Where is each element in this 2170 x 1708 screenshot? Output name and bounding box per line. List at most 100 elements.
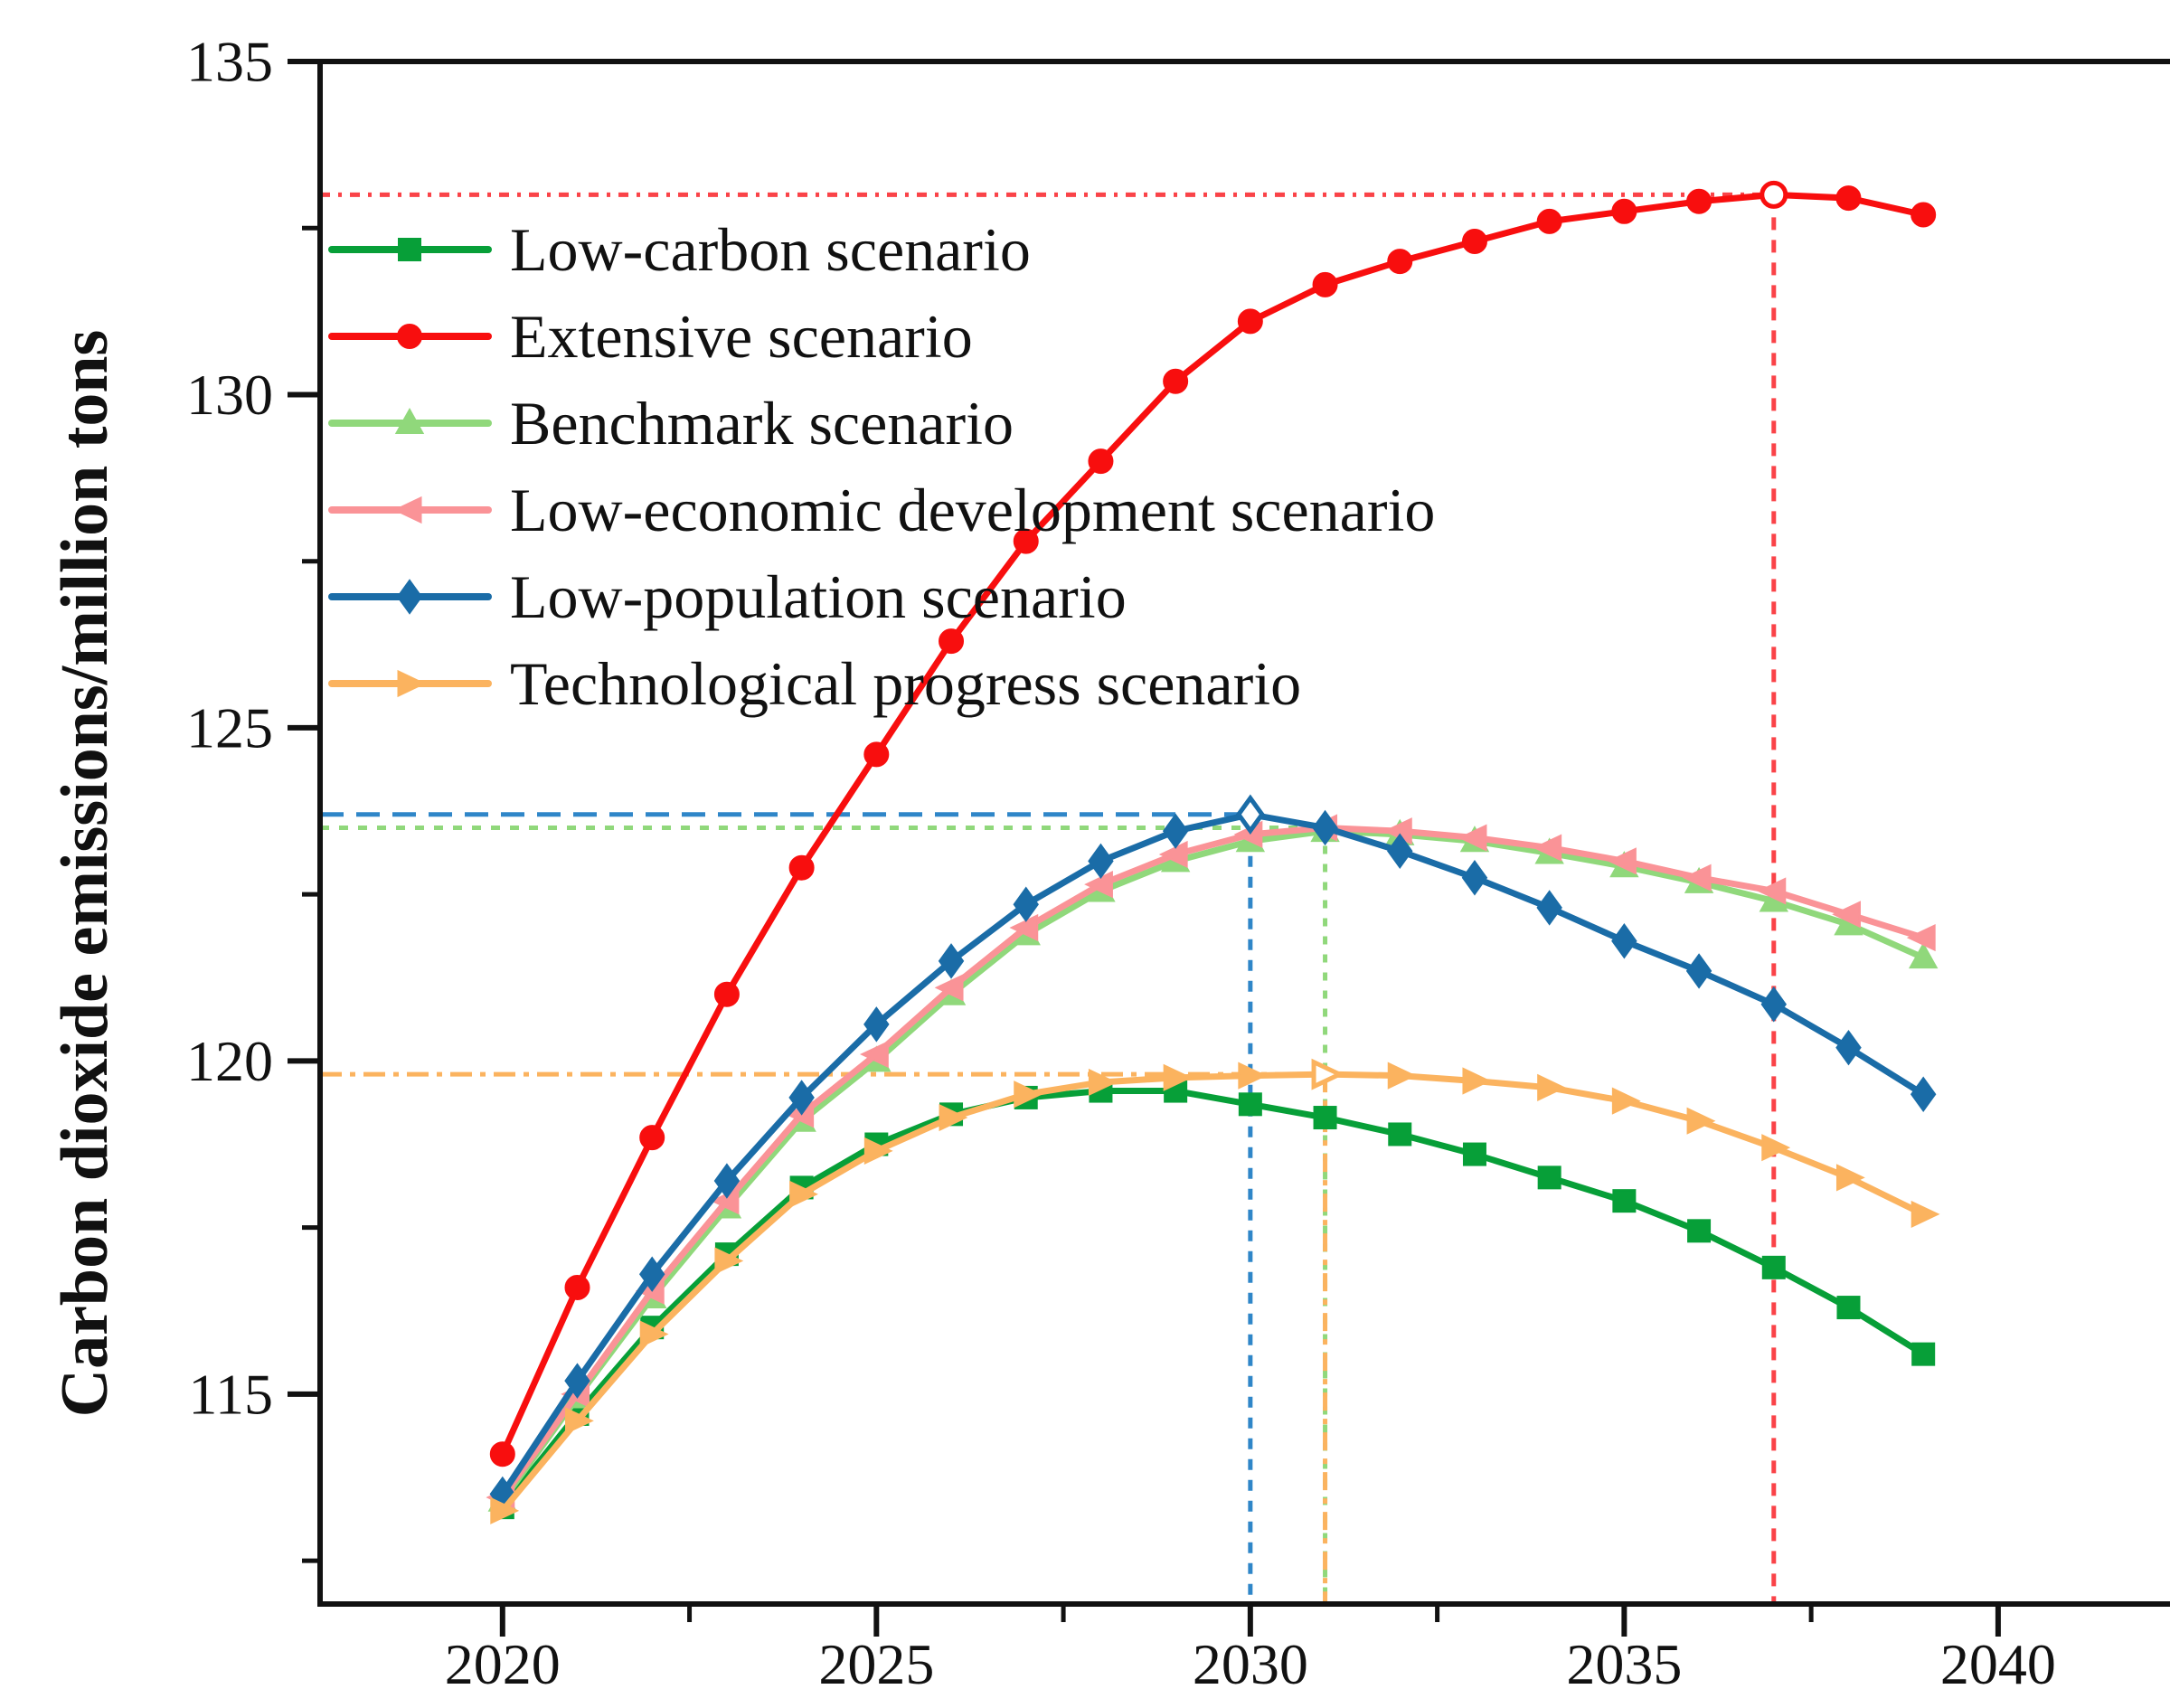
- circle-marker: [1312, 271, 1338, 297]
- circle-marker: [489, 1441, 515, 1467]
- diamond-marker: [938, 943, 965, 979]
- triangle-right-marker: [1761, 1134, 1791, 1162]
- diamond-marker: [1611, 923, 1637, 959]
- series-line: [499, 811, 1927, 1497]
- legend-label: Low-population scenario: [510, 562, 1127, 631]
- co2-emission-scenarios-chart: 115 120 125 130 135 2020 2025 2030 2035 2040 Carbo…: [36, 14, 2170, 1694]
- circle-marker: [639, 1125, 665, 1151]
- series-line: [499, 824, 1927, 1501]
- legend-item-low-population-scenario: Low-population scenario: [328, 562, 1127, 631]
- open-diamond-marker: [1235, 794, 1265, 835]
- circle-marker: [1013, 528, 1039, 554]
- triangle-right-marker: [397, 669, 427, 698]
- square-marker: [1687, 1219, 1712, 1243]
- legend-label: Low-carbon scenario: [510, 215, 1031, 284]
- diamond-marker: [1461, 860, 1488, 896]
- chart-canvas: 115 120 125 130 135 2020 2025 2030 2035 2040 Carbo…: [36, 14, 2170, 1694]
- triangle-right-marker: [1835, 1164, 1865, 1192]
- y-tick-label: 130: [186, 363, 273, 427]
- x-tick-label: 2020: [445, 1632, 561, 1694]
- triangle-left-marker: [1682, 863, 1712, 892]
- diamond-marker: [1013, 886, 1039, 922]
- triangle-left-marker: [1158, 840, 1188, 869]
- circle-marker: [1611, 198, 1637, 224]
- square-marker: [1761, 1255, 1786, 1279]
- triangle-right-marker: [1163, 1063, 1193, 1091]
- triangle-right-marker: [1088, 1068, 1118, 1097]
- triangle-right-marker: [1611, 1087, 1641, 1115]
- triangle-right-marker: [1911, 1200, 1940, 1228]
- triangle-right-marker: [714, 1247, 744, 1275]
- triangle-left-marker: [1009, 913, 1039, 942]
- square-marker: [1388, 1122, 1412, 1147]
- series-low-population-scenario: [489, 794, 1937, 1513]
- triangle-left-marker: [1757, 877, 1787, 905]
- triangle-left-marker: [1832, 901, 1861, 929]
- y-axis-title: Carbon dioxide emissions/million tons: [48, 330, 122, 1418]
- diamond-marker: [564, 1363, 590, 1399]
- y-tick-label: 115: [188, 1362, 273, 1426]
- diamond-marker: [1312, 809, 1338, 846]
- diamond-marker: [788, 1080, 815, 1116]
- circle-marker: [1461, 228, 1487, 254]
- triangle-left-marker: [1608, 847, 1637, 875]
- triangle-left-marker: [392, 495, 422, 524]
- circle-marker: [1686, 188, 1712, 214]
- diamond-marker: [713, 1163, 741, 1199]
- legend-item-low-carbon-scenario: Low-carbon scenario: [328, 215, 1031, 284]
- triangle-left-marker: [1084, 871, 1113, 899]
- triangle-left-marker: [934, 974, 964, 1002]
- series-line: [499, 1088, 1927, 1511]
- triangle-right-marker: [1462, 1067, 1492, 1095]
- legend-label: Low-economic development scenario: [510, 476, 1435, 544]
- diamond-marker: [1088, 843, 1114, 880]
- triangle-right-marker: [1387, 1062, 1417, 1090]
- y-axis: 115 120 125 130 135: [186, 30, 320, 1563]
- technological-peak-marker-lines: [320, 1071, 1328, 1604]
- square-marker: [398, 238, 421, 261]
- triangle-left-marker: [1906, 923, 1936, 952]
- square-marker: [1537, 1165, 1561, 1190]
- legend-label: Benchmark scenario: [510, 389, 1014, 458]
- legend-item-extensive-scenario: Extensive scenario: [328, 302, 973, 371]
- y-tick-label: 135: [186, 30, 273, 94]
- circle-marker: [1237, 308, 1263, 335]
- circle-marker: [1163, 368, 1189, 394]
- square-marker: [1313, 1106, 1337, 1130]
- triangle-right-marker: [939, 1103, 968, 1132]
- x-tick-label: 2030: [1193, 1632, 1308, 1694]
- circle-marker: [397, 324, 422, 349]
- diamond-marker: [863, 1006, 890, 1043]
- diamond-marker: [1387, 833, 1413, 869]
- diamond-marker: [1536, 890, 1562, 926]
- diamond-marker: [1760, 986, 1788, 1023]
- legend: Low-carbon scenario Extensive scenario Ben…: [328, 215, 1435, 718]
- diamond-marker: [638, 1256, 665, 1292]
- open-circle-marker: [1760, 180, 1788, 209]
- circle-marker: [939, 628, 965, 655]
- triangle-left-marker: [1458, 824, 1487, 852]
- legend-item-technological-progress-scenario: Technological progress scenario: [328, 649, 1301, 718]
- triangle-right-marker: [639, 1320, 669, 1348]
- triangle-right-marker: [1238, 1062, 1268, 1090]
- circle-marker: [564, 1274, 590, 1300]
- circle-marker: [1088, 448, 1114, 475]
- circle-marker: [1911, 202, 1937, 228]
- diamond-marker: [1162, 813, 1189, 849]
- y-tick-label: 120: [186, 1029, 273, 1093]
- y-tick-label: 125: [186, 695, 273, 760]
- low-population-peak-marker-lines: [320, 812, 1253, 1604]
- open-triangle-right-marker: [1311, 1058, 1345, 1090]
- square-marker: [1238, 1092, 1262, 1117]
- triangle-right-marker: [490, 1496, 520, 1524]
- diamond-marker: [1685, 953, 1712, 989]
- triangle-up-marker: [394, 407, 425, 434]
- square-marker: [1462, 1142, 1486, 1166]
- triangle-right-marker: [1537, 1073, 1567, 1101]
- legend-item-benchmark-scenario: Benchmark scenario: [328, 389, 1014, 458]
- legend-label: Technological progress scenario: [510, 649, 1301, 718]
- series-line: [499, 1071, 1927, 1515]
- diamond-marker: [1910, 1076, 1937, 1112]
- triangle-up-marker: [1908, 942, 1939, 969]
- triangle-right-marker: [863, 1137, 893, 1165]
